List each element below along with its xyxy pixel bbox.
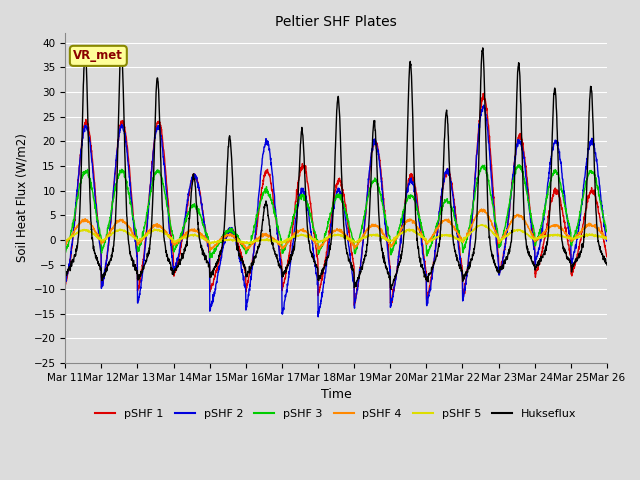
Hukseflux <box>364 240 371 246</box>
pSHF 4 <box>212 242 220 248</box>
Line: pSHF 1: pSHF 1 <box>65 93 607 306</box>
pSHF 5 <box>244 241 252 247</box>
pSHF 3 <box>516 162 524 168</box>
pSHF 5 <box>556 233 563 239</box>
Hukseflux <box>494 269 502 275</box>
pSHF 3 <box>364 195 371 201</box>
Line: pSHF 3: pSHF 3 <box>65 165 607 258</box>
Line: pSHF 2: pSHF 2 <box>65 105 607 317</box>
pSHF 3 <box>206 255 214 261</box>
pSHF 3 <box>603 229 611 235</box>
pSHF 3 <box>352 248 360 254</box>
pSHF 2 <box>494 252 502 258</box>
Hukseflux <box>603 262 611 268</box>
Line: pSHF 5: pSHF 5 <box>65 225 607 244</box>
pSHF 4 <box>352 244 360 250</box>
pSHF 4 <box>494 233 502 239</box>
Hukseflux <box>556 198 563 204</box>
pSHF 5 <box>494 236 502 241</box>
pSHF 4 <box>556 224 563 229</box>
pSHF 3 <box>212 243 220 249</box>
Hukseflux <box>117 44 125 50</box>
pSHF 3 <box>571 234 579 240</box>
pSHF 1 <box>571 264 579 270</box>
pSHF 4 <box>477 206 485 212</box>
pSHF 1 <box>352 293 360 299</box>
Hukseflux <box>61 270 69 276</box>
pSHF 3 <box>61 250 69 255</box>
pSHF 4 <box>603 236 611 242</box>
pSHF 2 <box>480 102 488 108</box>
Line: Hukseflux: Hukseflux <box>65 47 607 289</box>
pSHF 3 <box>556 176 563 181</box>
Hukseflux <box>212 260 220 265</box>
Line: pSHF 4: pSHF 4 <box>65 209 607 251</box>
Legend: pSHF 1, pSHF 2, pSHF 3, pSHF 4, pSHF 5, Hukseflux: pSHF 1, pSHF 2, pSHF 3, pSHF 4, pSHF 5, … <box>91 405 581 423</box>
pSHF 4 <box>364 227 371 233</box>
pSHF 2 <box>364 188 371 194</box>
pSHF 2 <box>571 249 579 255</box>
Text: VR_met: VR_met <box>74 49 124 62</box>
pSHF 1 <box>479 90 487 96</box>
pSHF 1 <box>351 303 358 309</box>
pSHF 1 <box>61 282 69 288</box>
pSHF 5 <box>364 232 371 238</box>
Hukseflux <box>387 287 395 292</box>
pSHF 2 <box>314 314 322 320</box>
Hukseflux <box>352 280 360 286</box>
pSHF 2 <box>603 238 611 243</box>
pSHF 5 <box>478 222 486 228</box>
pSHF 1 <box>603 253 611 259</box>
pSHF 5 <box>352 239 360 244</box>
pSHF 5 <box>212 240 220 245</box>
pSHF 2 <box>61 279 69 285</box>
pSHF 4 <box>571 236 579 241</box>
pSHF 2 <box>212 280 220 286</box>
pSHF 1 <box>494 249 502 255</box>
pSHF 5 <box>571 236 579 242</box>
pSHF 1 <box>212 269 220 275</box>
pSHF 5 <box>603 236 611 241</box>
pSHF 5 <box>61 239 69 245</box>
pSHF 3 <box>493 229 501 235</box>
Hukseflux <box>571 259 579 265</box>
pSHF 4 <box>61 241 69 247</box>
Title: Peltier SHF Plates: Peltier SHF Plates <box>275 15 397 29</box>
pSHF 1 <box>556 195 563 201</box>
pSHF 2 <box>352 296 360 301</box>
X-axis label: Time: Time <box>321 388 351 401</box>
pSHF 1 <box>364 191 371 197</box>
pSHF 2 <box>556 149 563 155</box>
Y-axis label: Soil Heat Flux (W/m2): Soil Heat Flux (W/m2) <box>15 133 28 263</box>
pSHF 4 <box>206 248 214 253</box>
